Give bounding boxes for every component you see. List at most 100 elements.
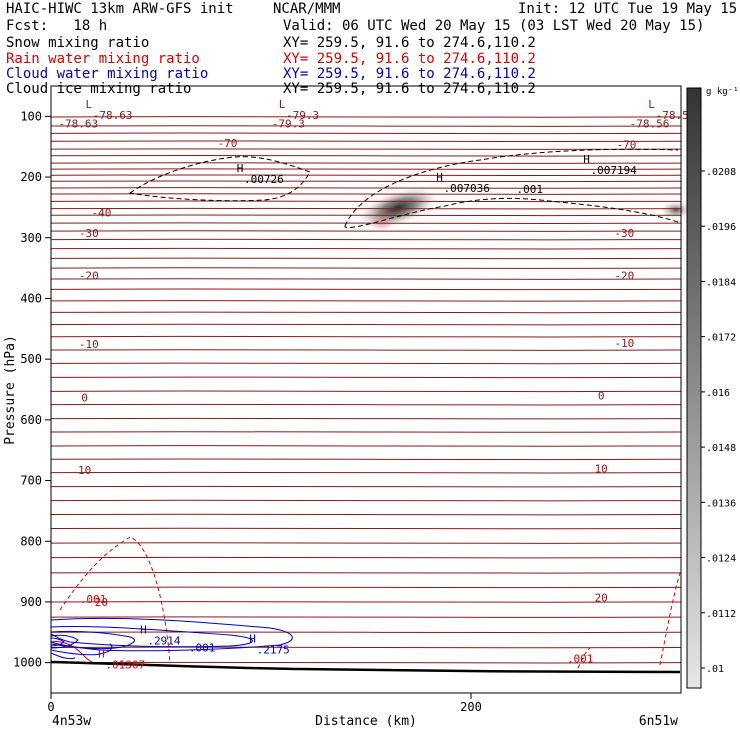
rain-contour-left (59, 536, 171, 664)
colorbar-label: .0112 (706, 609, 736, 620)
temperature-contours (50, 116, 682, 664)
y-tick-label: 900 (20, 595, 42, 609)
isotherm-line (50, 323, 682, 326)
extremum-value: .2175 (257, 643, 290, 656)
isotherm-label: -78.63 (58, 118, 98, 131)
isotherm-line (50, 471, 682, 474)
extremum-type: H (436, 171, 443, 184)
cloud-water-contour (50, 637, 65, 647)
extremum-value: .007036 (444, 182, 490, 195)
isotherm-line (50, 174, 682, 177)
y-tick-label: 400 (20, 291, 42, 305)
isotherm-line (50, 214, 682, 217)
isotherm-line (50, 278, 682, 280)
isotherm-line (50, 445, 682, 447)
y-tick-label: 300 (20, 231, 42, 245)
isotherm-line (50, 499, 682, 502)
isotherm-line (50, 140, 682, 143)
extremum-type: L (85, 98, 92, 111)
isotherm-line (50, 417, 682, 420)
field-snow-name: Snow mixing ratio (6, 35, 150, 51)
isotherm-line (50, 207, 682, 210)
isotherm-line (50, 267, 682, 269)
extremum-value: -79.3 (286, 109, 319, 122)
colorbar-label: .0196 (706, 222, 736, 233)
colorbar-label: .0172 (706, 333, 736, 344)
colorbar-label: .0124 (706, 554, 736, 565)
isotherm-line (50, 148, 682, 150)
isotherm-line (50, 362, 682, 365)
mixing-ratio-contours (50, 148, 681, 669)
extremum-type: H (98, 648, 105, 661)
x-tick-label: 0 (47, 700, 54, 714)
left-endpoint-label: 4n53w (52, 714, 91, 729)
cloud-water-contour (50, 652, 76, 660)
ice-shading-right (660, 201, 692, 219)
isotherm-line (50, 300, 682, 302)
cloud-water-contour (50, 630, 135, 650)
ice-shading (357, 187, 692, 231)
extremum-value: .2914 (147, 634, 180, 647)
isotherm-line (50, 230, 682, 232)
isotherm-line (50, 247, 682, 250)
isotherm-label: 10 (78, 464, 91, 477)
isotherm-label: -20 (79, 269, 99, 282)
field-cloudwater-name: Cloud water mixing ratio (6, 66, 209, 82)
isotherm-label: 0 (598, 390, 605, 403)
rain-shading-aloft (370, 213, 394, 231)
isotherm-line (50, 458, 682, 461)
extremum-marker: H.007194 (583, 153, 637, 177)
extremum-type: H (237, 162, 244, 175)
extremum-marker: H.01367 (98, 648, 145, 672)
isotherm-line (50, 187, 682, 189)
x-tick-label: 200 (460, 700, 482, 714)
y-tick-label: 500 (20, 352, 42, 366)
isotherm-line (50, 403, 682, 406)
extremum-value: .01367 (105, 659, 145, 672)
field-ice-xy: XY= 259.5, 91.6 to 274.6,110.2 (283, 81, 536, 97)
isotherm-line (50, 586, 682, 589)
colorbar-label: .01 (706, 664, 724, 675)
isotherm-label: 20 (595, 592, 608, 605)
colorbar-label: .0208 (706, 167, 736, 178)
contour-label: .001 (567, 652, 594, 665)
header-title: HAIC-HIWC 13km ARW-GFS init (6, 1, 234, 17)
isotherm-label: -30 (79, 227, 99, 240)
y-tick-label: 800 (20, 534, 42, 548)
isotherm-line (50, 376, 682, 379)
isotherm-line (50, 132, 682, 135)
extremum-marker: L-79.3 (279, 98, 319, 122)
isotherm-label: -20 (614, 269, 634, 282)
isotherm-line (50, 200, 682, 203)
isotherm-line (50, 335, 682, 338)
isotherm-line (50, 162, 682, 164)
extremum-marker: L-78.63 (85, 98, 132, 122)
isotherm-line (50, 616, 682, 618)
y-tick-label: 700 (20, 474, 42, 488)
colorbar-label: .0148 (706, 443, 736, 454)
rain-contour-small (577, 647, 591, 669)
field-snow-xy: XY= 259.5, 91.6 to 274.6,110.2 (283, 35, 536, 51)
isotherm-line (50, 527, 682, 530)
isotherm-line (50, 485, 682, 488)
plot-frame (50, 85, 682, 694)
isotherm-line (50, 601, 682, 603)
isotherm-line (50, 661, 682, 664)
isotherm-label: -78.56 (630, 118, 670, 131)
isotherm-line (50, 193, 682, 195)
contour-label: .001 (517, 183, 544, 196)
isotherm-line (50, 168, 682, 170)
extremum-marker: H.2175 (249, 632, 289, 656)
isotherm-line (50, 238, 682, 241)
y-tick-label: 1000 (13, 656, 42, 670)
isotherm-line (50, 646, 682, 649)
isotherm-line (50, 257, 682, 260)
colorbar-label: .0184 (706, 277, 736, 288)
isotherm-line (50, 155, 682, 157)
isotherm-line (50, 556, 682, 559)
isotherm-line (50, 288, 682, 291)
isotherm-label: 0 (81, 391, 88, 404)
right-endpoint-label: 6n51w (639, 714, 678, 729)
